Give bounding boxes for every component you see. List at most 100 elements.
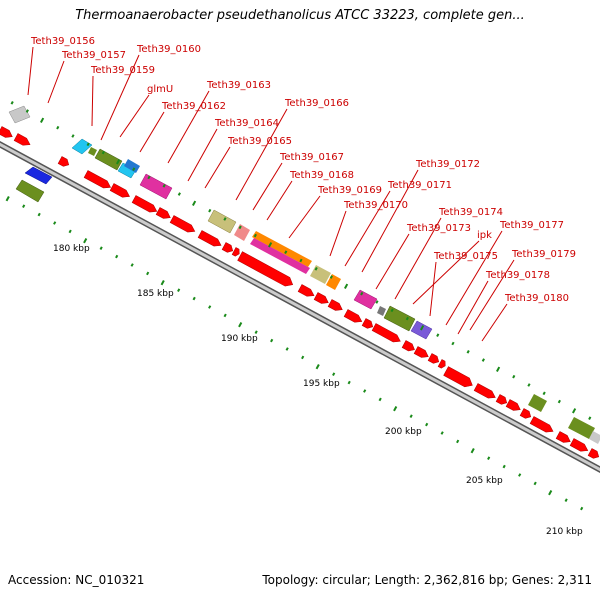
- cds-arrow-18: [371, 323, 401, 343]
- leader-line-10: [235, 108, 288, 201]
- tick-1: [10, 101, 14, 105]
- tick-68: [425, 422, 429, 427]
- tick-3: [40, 117, 45, 123]
- tick-78: [580, 506, 584, 511]
- gene-label: Teth39_0164: [214, 118, 279, 129]
- feature-olive-a: [88, 147, 97, 156]
- cds-arrow-31: [587, 448, 600, 459]
- cds-arrow-27: [519, 408, 532, 419]
- feature-gray: [8, 105, 31, 124]
- tick-75: [533, 481, 537, 486]
- feature-gray-small: [377, 306, 386, 316]
- tick-56: [238, 321, 243, 328]
- gene-label: Teth39_0160: [136, 44, 201, 55]
- feature-pink: [234, 224, 250, 241]
- tick-16: [238, 225, 242, 230]
- gene-label: Teth39_0168: [289, 170, 354, 181]
- feature-olive-c: [383, 305, 416, 332]
- cds-arrow-9: [197, 230, 222, 247]
- cds-arrow-20: [413, 346, 429, 358]
- cds-arrow-17: [361, 318, 374, 329]
- tick-66: [393, 406, 398, 412]
- leader-line-18: [394, 217, 442, 300]
- tick-28: [420, 325, 425, 331]
- feature-blue-small: [124, 159, 140, 173]
- feature-orange-long: [252, 231, 312, 267]
- gene-label: Teth39_0171: [387, 180, 452, 191]
- cds-arrow-14: [313, 292, 329, 304]
- tick-37: [557, 399, 561, 404]
- cds-arrow-16: [343, 309, 363, 323]
- tick-20: [299, 258, 303, 263]
- leader-line-16: [361, 169, 419, 273]
- tick-53: [192, 296, 196, 301]
- feature-olive-b: [94, 148, 123, 171]
- kbp-label: 190 kbp: [221, 334, 258, 344]
- tick-6: [86, 142, 90, 147]
- tick-44: [53, 221, 57, 225]
- tick-49: [130, 263, 134, 267]
- tick-42: [22, 204, 26, 208]
- cds-arrow-24: [473, 383, 496, 399]
- leader-line-23: [469, 259, 515, 331]
- tick-58: [270, 338, 274, 343]
- map-title: Thermoanaerobacter pseudethanolicus ATCC…: [75, 8, 525, 23]
- tick-10: [147, 175, 151, 180]
- tick-32: [481, 358, 485, 362]
- leader-line-12: [266, 180, 293, 221]
- tick-50: [146, 271, 150, 276]
- tick-21: [314, 266, 318, 271]
- cds-arrow-29: [555, 431, 571, 443]
- gene-label: ipk: [477, 230, 492, 241]
- tick-30: [451, 341, 455, 346]
- kbp-label: 185 kbp: [137, 289, 174, 299]
- gene-label: Teth39_0169: [317, 185, 382, 196]
- label-leader-lines: [27, 46, 515, 342]
- tick-9: [132, 167, 136, 171]
- tick-55: [223, 313, 227, 318]
- kbp-labels: 180 kbp 185 kbp 190 kbp 195 kbp 200 kbp 205 k…: [53, 244, 583, 537]
- feature-olive-lower: [15, 179, 45, 203]
- tick-2: [25, 109, 29, 113]
- tick-72: [487, 456, 491, 460]
- leader-line-5: [119, 94, 150, 138]
- gene-label: Teth39_0173: [406, 223, 471, 234]
- feature-magenta-b: [353, 289, 378, 310]
- tick-5: [71, 134, 75, 138]
- gene-label: Teth39_0180: [504, 293, 569, 304]
- tick-22: [329, 275, 333, 279]
- gene-label: Teth39_0157: [61, 50, 126, 61]
- gene-label: Teth39_0177: [499, 220, 564, 231]
- tick-59: [285, 347, 289, 351]
- genome-summary: Topology: circular; Length: 2,362,816 bp…: [262, 573, 592, 587]
- tick-11: [162, 183, 166, 188]
- tick-64: [363, 389, 367, 393]
- tick-69: [440, 431, 444, 435]
- leader-line-4: [100, 54, 140, 141]
- tick-67: [409, 414, 413, 418]
- tick-25: [375, 300, 379, 304]
- leader-line-20: [429, 261, 437, 317]
- gene-label: glmU: [147, 84, 173, 95]
- kbp-label: 205 kbp: [466, 476, 503, 486]
- tick-26: [390, 308, 394, 313]
- tick-24: [360, 291, 364, 296]
- feature-khaki-a: [207, 209, 237, 234]
- tick-63: [347, 380, 351, 385]
- feature-olive-d: [528, 394, 547, 412]
- leader-line-17: [375, 233, 410, 290]
- tick-48: [115, 254, 119, 259]
- gene-label: Teth39_0165: [227, 136, 292, 147]
- leader-line-8: [187, 128, 218, 182]
- cds-arrow-12: [237, 251, 294, 287]
- tick-8: [116, 159, 121, 165]
- feature-olive-e: [568, 417, 595, 439]
- cds-arrow-1: [0, 126, 13, 138]
- leader-line-7: [167, 90, 210, 164]
- feature-orange-b: [326, 274, 341, 290]
- leader-line-2: [47, 60, 65, 104]
- feature-blue-lower: [24, 166, 53, 185]
- cds-arrow-26: [505, 399, 521, 411]
- cds-arrow-10: [221, 242, 234, 253]
